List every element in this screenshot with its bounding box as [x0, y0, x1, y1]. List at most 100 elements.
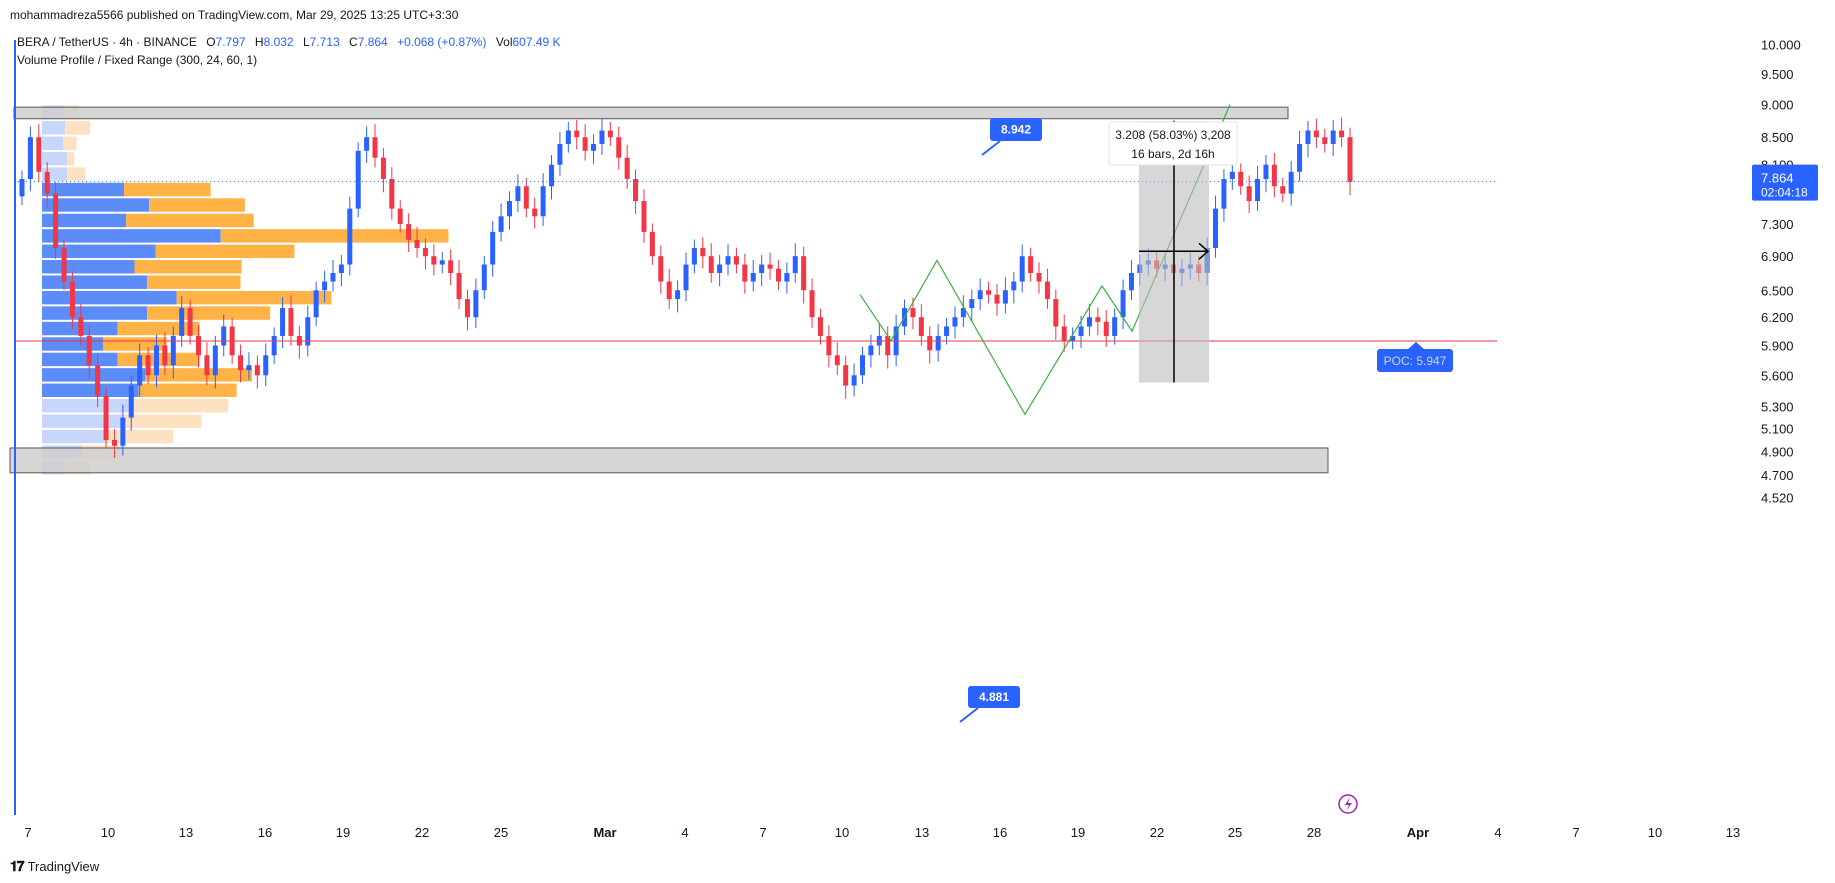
candle-body — [78, 317, 84, 336]
candle-body — [918, 317, 924, 336]
candle-body — [473, 290, 479, 318]
drawings: 3.208 (58.03%) 3,208 16 bars, 2d 16h 8.942… — [14, 104, 1497, 723]
candle-body — [1271, 164, 1277, 187]
x-tick-label: 7 — [759, 825, 766, 840]
candle-body — [742, 264, 748, 282]
candle-body — [683, 264, 689, 291]
support-badge — [968, 686, 1020, 708]
resistance-badge-pointer — [981, 140, 1001, 156]
candle-body — [364, 137, 370, 151]
x-tick-label: 13 — [1726, 825, 1740, 840]
poc-badge-text: POC: 5.947 — [1384, 354, 1447, 368]
countdown-text: 02:04:18 — [1761, 186, 1808, 200]
candle-body — [120, 417, 126, 446]
candle-body — [599, 130, 605, 144]
candle-body — [565, 130, 571, 144]
candle-body — [607, 130, 613, 138]
candle-body — [1263, 164, 1269, 179]
indicator-legend[interactable]: Volume Profile / Fixed Range (300, 24, 6… — [17, 53, 258, 67]
support-badge-pointer — [959, 707, 979, 723]
y-tick-label: 4.520 — [1761, 491, 1794, 506]
symbol-name[interactable]: BERA / TetherUS · 4h · BINANCE — [17, 35, 197, 49]
volume-buy-bar — [42, 290, 177, 305]
candle-body — [1086, 317, 1092, 327]
volume-buy-bar — [42, 151, 68, 166]
candle-body — [717, 264, 723, 273]
candle-body — [649, 231, 655, 257]
x-tick-label: 7 — [24, 825, 31, 840]
volume-buy-bar — [42, 244, 156, 259]
candle-body — [591, 143, 597, 151]
candle-body — [1221, 178, 1227, 209]
candle-body — [826, 335, 832, 356]
candle-body — [557, 143, 563, 165]
candle-body — [1229, 171, 1235, 179]
x-tick-label: 10 — [835, 825, 849, 840]
candle-body — [137, 355, 143, 386]
candle-body — [868, 345, 874, 356]
candle-body — [733, 256, 739, 265]
candle-body — [633, 178, 639, 202]
candle-body — [179, 308, 185, 336]
candle-body — [750, 272, 756, 282]
candle-body — [389, 178, 395, 209]
candle-body — [1213, 208, 1219, 248]
candle-body — [927, 335, 933, 351]
volume-buy-bar — [42, 136, 64, 150]
candle-body — [860, 355, 866, 376]
volume-buy-bar — [42, 260, 135, 274]
volume-buy-bar — [42, 399, 131, 413]
candles — [19, 117, 1353, 458]
candle-body — [1305, 130, 1311, 144]
candle-body — [759, 264, 765, 273]
volume-buy-bar — [42, 306, 148, 320]
volume-buy-bar — [42, 383, 139, 398]
tradingview-logo-icon: 𝟏𝟕 — [10, 858, 25, 874]
candle-body — [843, 365, 849, 386]
candle-body — [1322, 137, 1328, 144]
x-tick-label: 4 — [1494, 825, 1501, 840]
support-zone — [9, 447, 1329, 474]
last-price-tag — [1752, 164, 1818, 201]
candle-body — [103, 396, 109, 440]
x-tick-label: 16 — [258, 825, 272, 840]
y-tick-label: 10.000 — [1761, 38, 1801, 53]
y-tick-label: 4.900 — [1761, 444, 1794, 459]
candle-body — [44, 171, 50, 194]
volume-sell-bar — [176, 290, 332, 305]
last-price-text: 7.864 — [1761, 171, 1794, 186]
x-tick-label: 25 — [1228, 825, 1242, 840]
candle-body — [1288, 171, 1294, 194]
candle-body — [1061, 326, 1067, 341]
candle-body — [969, 299, 975, 309]
candle-body — [532, 208, 538, 217]
candle-body — [675, 290, 681, 300]
candle-body — [1128, 272, 1134, 291]
candle-body — [1036, 272, 1042, 282]
candle-body — [935, 335, 941, 351]
x-tick-label: 25 — [494, 825, 508, 840]
candle-body — [246, 365, 252, 371]
candle-body — [204, 355, 210, 376]
volume-sell-bar — [138, 383, 237, 398]
high-value: 8.032 — [263, 35, 294, 49]
volume-sell-bar — [67, 151, 75, 166]
symbol-legend[interactable]: BERA / TetherUS · 4h · BINANCE O7.797 H8… — [17, 35, 561, 49]
candle-body — [885, 335, 891, 356]
poc-badge — [1377, 348, 1453, 372]
lightning-icon — [1338, 794, 1358, 814]
poc-badge-pointer — [1408, 341, 1424, 349]
volume-buy-bar — [42, 429, 108, 444]
candle-body — [481, 264, 487, 291]
footer-brand[interactable]: 𝟏𝟕 TradingView — [10, 858, 99, 875]
candle-body — [280, 308, 286, 336]
candle-body — [439, 260, 445, 265]
candle-body — [725, 256, 731, 265]
candle-body — [1120, 290, 1126, 318]
candle-body — [397, 208, 403, 225]
candle-body — [196, 335, 202, 356]
x-tick-label: 13 — [179, 825, 193, 840]
candle-body — [380, 157, 386, 179]
candle-body — [809, 290, 815, 318]
